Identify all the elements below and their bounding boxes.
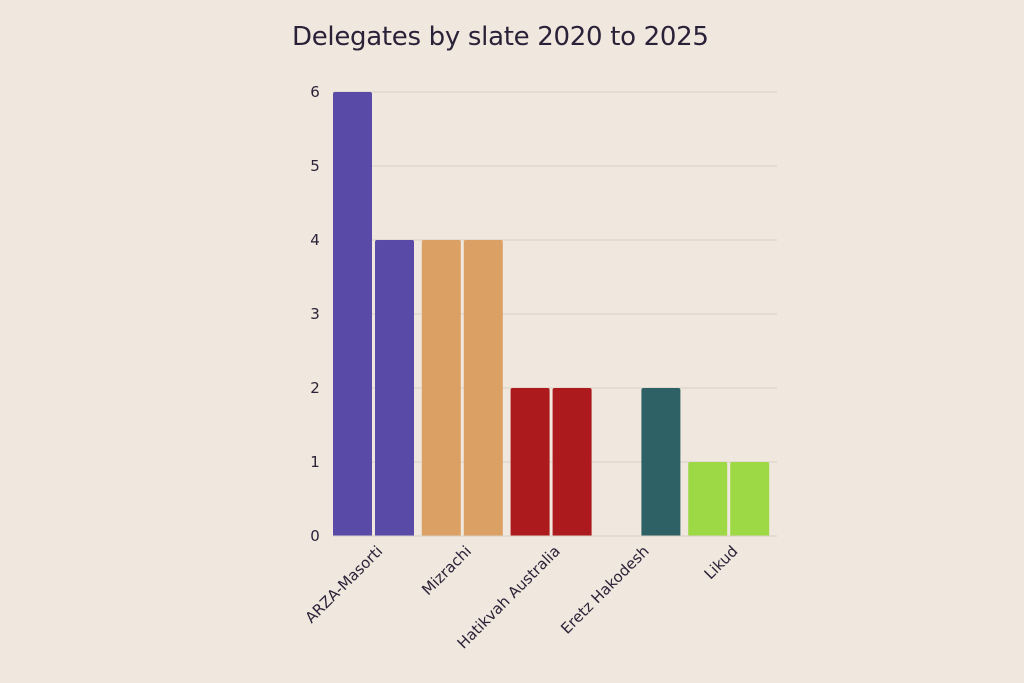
bar-hatikvah-australia-2 [552,388,592,536]
bar-likud-1 [688,462,728,536]
y-tick-label: 2 [310,379,320,397]
y-tick-label: 5 [310,157,320,175]
x-category-label: Likud [701,542,742,583]
bar-mizrachi-1 [421,240,461,536]
y-tick-label: 0 [310,527,320,545]
x-category-label: Mizrachi [418,542,475,599]
y-tick-label: 6 [310,83,320,101]
y-axis-ticks: 0 1 2 3 4 5 6 [310,83,320,545]
y-tick-label: 4 [310,231,320,249]
x-category-label: Eretz Hakodesh [557,542,652,637]
bar-eretz-hakodesh-2 [641,388,681,536]
bar-hatikvah-australia-1 [510,388,550,536]
bar-mizrachi-2 [463,240,503,536]
bar-arza-masorti-2 [375,240,414,536]
chart-title: Delegates by slate 2020 to 2025 [292,22,709,52]
bar-likud-2 [730,462,770,536]
bar-arza-masorti-1 [333,92,372,536]
x-category-label: ARZA-Masorti [302,542,387,627]
y-tick-label: 3 [310,305,320,323]
y-tick-label: 1 [310,453,320,471]
bars [333,92,777,537]
